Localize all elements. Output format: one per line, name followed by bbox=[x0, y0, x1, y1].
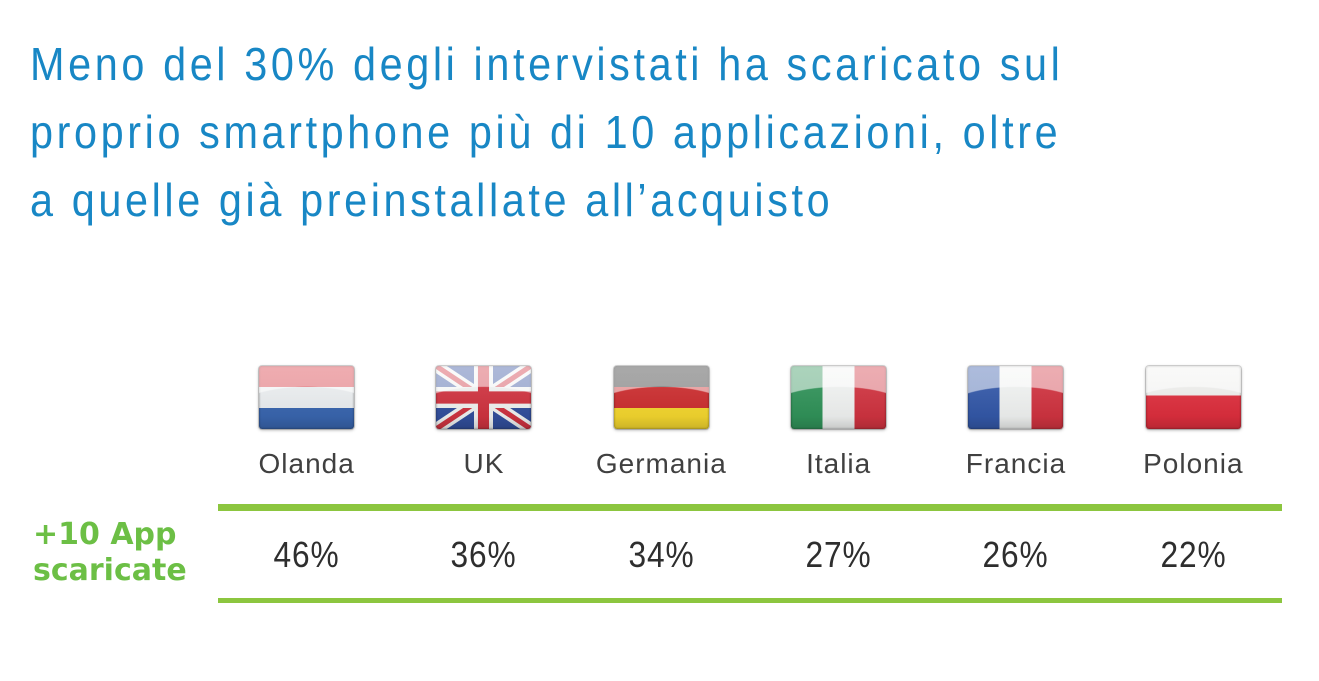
country-column-italy: Italia bbox=[750, 366, 927, 480]
country-column-france: Francia bbox=[927, 366, 1104, 480]
page-title: Meno del 30% degli intervistati ha scari… bbox=[30, 30, 1178, 234]
value-text: 26% bbox=[982, 533, 1050, 575]
country-column-netherlands: Olanda bbox=[218, 366, 395, 480]
country-label: Italia bbox=[806, 448, 872, 479]
uk-flag-icon bbox=[436, 366, 532, 429]
value-cell-netherlands: 46% bbox=[218, 534, 395, 576]
germany-flag-stripes bbox=[613, 366, 709, 429]
germany-flag-icon bbox=[613, 366, 709, 429]
italy-flag-stripes bbox=[791, 366, 887, 429]
title-line-3: a quelle già preinstallate all’acquisto bbox=[30, 174, 834, 226]
title-line-1: Meno del 30% degli intervistati ha scari… bbox=[30, 38, 1064, 90]
value-cell-poland: 22% bbox=[1105, 534, 1282, 576]
title-line-2: proprio smartphone più di 10 applicazion… bbox=[30, 106, 1062, 158]
value-cell-italy: 27% bbox=[750, 534, 927, 576]
value-text: 22% bbox=[1160, 533, 1227, 575]
country-label: Germania bbox=[595, 448, 727, 479]
country-header-row: Olanda UK Germania bbox=[218, 366, 1282, 480]
country-label: Olanda bbox=[258, 448, 355, 479]
country-column-uk: UK bbox=[395, 366, 572, 480]
value-cell-uk: 36% bbox=[395, 534, 572, 576]
country-label: Francia bbox=[965, 448, 1067, 479]
poland-flag-stripes bbox=[1145, 366, 1241, 429]
value-text: 27% bbox=[805, 533, 872, 575]
union-jack-graphic bbox=[436, 366, 532, 429]
values-row: 46% 36% 34% 27% 26% 22% bbox=[218, 504, 1282, 603]
netherlands-flag-stripes bbox=[259, 366, 355, 429]
france-flag-icon bbox=[968, 366, 1064, 429]
series-row-label-line-1: +10 App bbox=[33, 517, 177, 552]
poland-flag-icon bbox=[1145, 366, 1241, 429]
series-row-label: +10 App scaricate bbox=[33, 517, 218, 589]
italy-flag-icon bbox=[791, 366, 887, 429]
country-label: Polonia bbox=[1143, 448, 1244, 479]
value-cell-france: 26% bbox=[927, 534, 1104, 576]
value-text: 34% bbox=[628, 533, 695, 575]
country-label: UK bbox=[463, 448, 505, 479]
country-column-germany: Germania bbox=[573, 366, 750, 480]
france-flag-stripes bbox=[968, 366, 1064, 429]
value-cell-germany: 34% bbox=[573, 534, 750, 576]
value-text: 36% bbox=[450, 533, 518, 575]
value-text: 46% bbox=[273, 533, 340, 575]
series-row-label-line-2: scaricate bbox=[33, 553, 187, 588]
netherlands-flag-icon bbox=[259, 366, 355, 429]
country-column-poland: Polonia bbox=[1105, 366, 1282, 480]
